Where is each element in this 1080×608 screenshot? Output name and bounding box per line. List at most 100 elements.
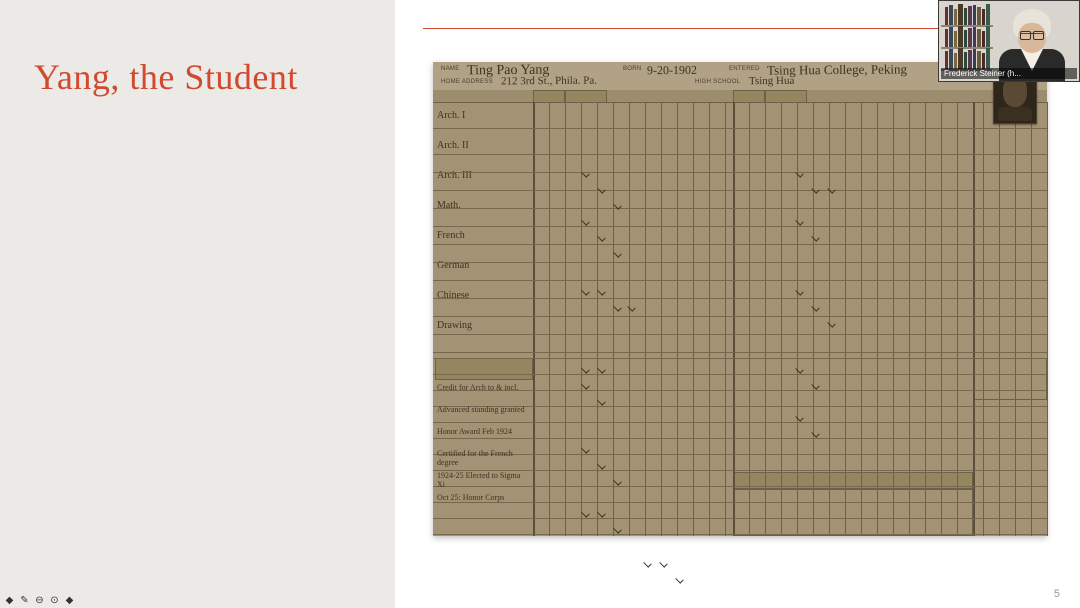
grid-hline (433, 128, 1047, 129)
grade-tick (813, 178, 821, 194)
book-spine (968, 28, 972, 47)
grid-hline (433, 298, 1047, 299)
record-grid: Arch. IArch. IIArch. IIIMath.FrenchGerma… (433, 102, 1047, 536)
grid-hline (433, 438, 1047, 439)
grid-vline (1047, 102, 1048, 536)
book-spine (973, 5, 976, 25)
label-address: HOME ADDRESS (441, 79, 493, 85)
grid-hline (433, 316, 1047, 317)
grade-tick (813, 226, 821, 242)
book-spine (945, 7, 948, 25)
grade-tick (797, 358, 805, 374)
grade-tick (599, 454, 607, 470)
grade-tick (599, 280, 607, 296)
slide-page-number: 5 (1054, 588, 1060, 600)
toolbar-icon-0[interactable]: ◆ (4, 595, 15, 606)
grade-tick (615, 518, 623, 534)
grade-tick (599, 178, 607, 194)
book-spine (945, 51, 948, 69)
record-note: Oct 25: Honor Corps (437, 494, 529, 503)
record-note: 1924-25 Elected to Sigma Xi (437, 472, 529, 490)
side-subject-label: Math. (437, 200, 461, 211)
grade-tick (599, 390, 607, 406)
book-spine (954, 31, 957, 47)
book-spine (982, 53, 985, 69)
book-spine (982, 9, 985, 25)
side-subject-label: French (437, 230, 465, 241)
grade-tick (645, 552, 653, 568)
grid-hline (433, 226, 1047, 227)
book-spine (964, 30, 967, 47)
book-spine (949, 27, 953, 47)
toolbar-icon-4[interactable]: ◆ (64, 595, 75, 606)
grade-tick (829, 312, 837, 328)
grade-tick (615, 470, 623, 486)
grade-tick (599, 226, 607, 242)
slide-left-panel: Yang, the Student (0, 0, 395, 608)
grade-tick (813, 374, 821, 390)
label-highschool: HIGH SCHOOL (695, 79, 740, 85)
historic-record-card: NAME Ting Pao Yang BORN 9-20-1902 ENTERE… (433, 62, 1047, 536)
book-spine (986, 48, 990, 69)
book-spine (964, 52, 967, 69)
book-spine (954, 9, 957, 25)
record-note: Certified for the French degree (437, 450, 529, 468)
grid-hline (433, 172, 1047, 173)
record-note: Credit for Arch to & incl. (437, 384, 529, 393)
grid-hline (433, 352, 1047, 353)
book-spine (973, 27, 976, 47)
grid-hline (433, 518, 1047, 519)
grade-tick (599, 358, 607, 374)
book-spine (949, 49, 953, 69)
grade-tick (583, 502, 591, 518)
book-spine (977, 7, 981, 25)
value-address: 212 3rd St., Phila. Pa. (501, 76, 597, 88)
grade-tick (583, 210, 591, 226)
grid-hline (433, 534, 1047, 535)
toolbar-icon-1[interactable]: ✎ (19, 595, 30, 606)
value-highschool: Tsing Hua (749, 76, 794, 87)
grid-hline (433, 334, 1047, 335)
grade-tick (797, 280, 805, 296)
grid-hline (433, 154, 1047, 155)
grid-hline (433, 422, 1047, 423)
grid-hline (433, 374, 1047, 375)
record-note: Honor Award Feb 1924 (437, 428, 529, 437)
book-spine (986, 4, 990, 25)
book-spine (968, 6, 972, 25)
grade-tick (813, 422, 821, 438)
grade-tick (797, 210, 805, 226)
book-spine (958, 48, 963, 69)
grid-hline (433, 470, 1047, 471)
grid-hline (433, 208, 1047, 209)
grade-tick (677, 568, 685, 584)
grade-tick (797, 406, 805, 422)
book-spine (982, 31, 985, 47)
label-born: BORN (623, 66, 642, 72)
slide-right-panel: NAME Ting Pao Yang BORN 9-20-1902 ENTERE… (395, 0, 1080, 608)
side-subject-label: Chinese (437, 290, 469, 301)
speaker-glasses (1020, 33, 1044, 42)
grid-hline (433, 190, 1047, 191)
toolbar-icon-2[interactable]: ⊖ (34, 595, 45, 606)
book-spine (949, 5, 953, 25)
label-name: NAME (441, 66, 460, 72)
toolbar-icon-3[interactable]: ⊙ (49, 595, 60, 606)
record-card-surface: NAME Ting Pao Yang BORN 9-20-1902 ENTERE… (433, 62, 1047, 536)
book-spine (945, 29, 948, 47)
side-section-header (435, 358, 533, 380)
book-spine (986, 26, 990, 47)
label-entered: ENTERED (729, 66, 760, 72)
book-spine (973, 49, 976, 69)
side-subject-label: Arch. I (437, 110, 465, 121)
webcam-name-label: Frederick Steiner (h... (941, 68, 1077, 79)
stage: Yang, the Student NAME Ting Pao Yang BOR… (0, 0, 1080, 608)
webcam-thumbnail[interactable]: Frederick Steiner (h... (938, 0, 1080, 82)
grid-hline (433, 358, 1047, 359)
grid-hline (433, 262, 1047, 263)
presenter-toolbar[interactable]: ◆ ✎ ⊖ ⊙ ◆ (4, 595, 75, 606)
book-spine (964, 8, 967, 25)
book-spine (954, 53, 957, 69)
grid-hline (433, 244, 1047, 245)
side-subject-label: Arch. II (437, 140, 469, 151)
